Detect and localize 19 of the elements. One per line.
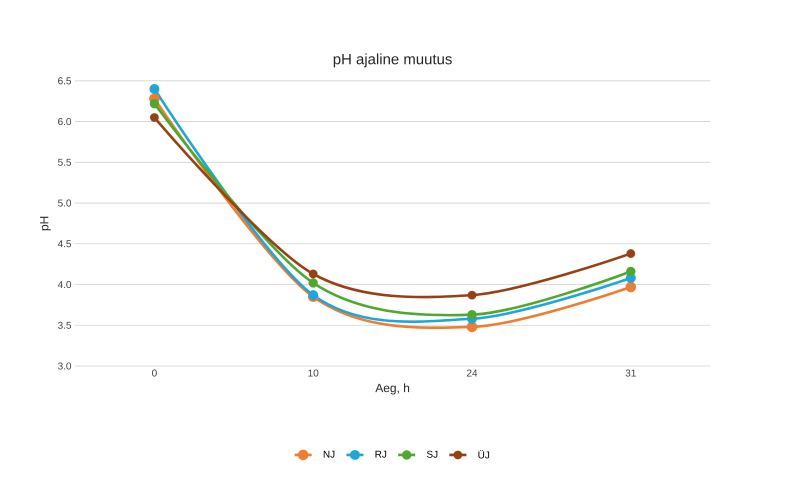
x-tick-label: 0	[152, 370, 157, 377]
legend-label: NJ	[324, 450, 334, 458]
y-tick-label: 5.5	[58, 158, 72, 166]
y-tick-label: 3.5	[58, 322, 72, 329]
x-tick-label: 24	[466, 370, 478, 376]
y-tick-label: 4.0	[58, 281, 72, 288]
chart-title: pH ajaline muutus	[334, 53, 452, 68]
y-tick-label: 4.5	[58, 240, 72, 248]
legend-label: RJ	[376, 450, 386, 458]
x-tick-label: 31	[626, 370, 636, 377]
y-tick-label: 5.0	[58, 200, 72, 207]
x-axis-title: Aeg, h	[375, 383, 410, 395]
x-tick-label: 10	[308, 370, 318, 377]
y-tick-label: 6.0	[58, 118, 72, 126]
y-tick-label: 3.0	[58, 362, 72, 370]
legend-label: ÜJ	[478, 450, 490, 458]
y-axis-title: pH	[40, 216, 51, 230]
legend-label: SJ	[426, 450, 438, 458]
y-tick-label: 6.5	[58, 77, 72, 84]
